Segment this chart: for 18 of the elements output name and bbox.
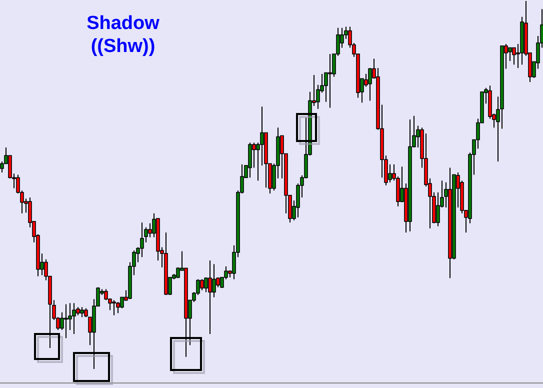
candlestick: [212, 264, 216, 298]
candlestick: [208, 260, 212, 335]
text: ((Shw)): [90, 36, 156, 57]
candlestick: [112, 300, 116, 316]
candlestick: [508, 47, 512, 62]
candlestick: [204, 276, 208, 293]
candlestick: [148, 222, 152, 238]
candlestick: [64, 304, 68, 339]
candlestick: [80, 306, 84, 318]
candlestick: [328, 53, 332, 108]
candlestick: [200, 278, 204, 291]
candlestick: [104, 288, 108, 301]
candlestick: [512, 47, 516, 66]
candlestick: [252, 142, 256, 168]
candlestick: [368, 67, 372, 102]
candlestick: [248, 142, 252, 178]
text: Shadow: [86, 13, 160, 34]
candlestick: [72, 302, 76, 335]
